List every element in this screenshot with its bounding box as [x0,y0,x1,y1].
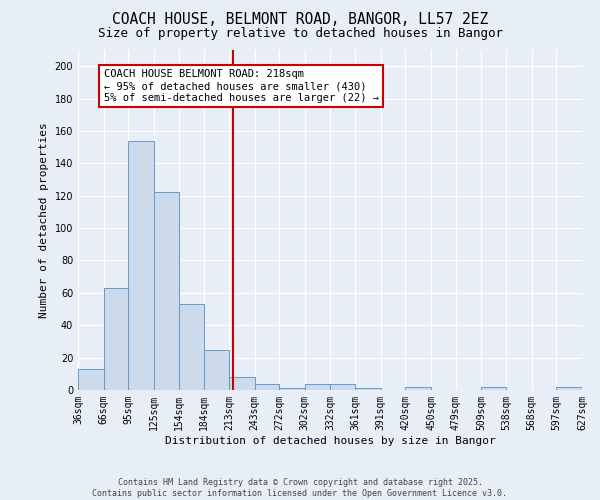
Bar [229,377,254,390]
Bar [481,387,506,390]
Bar [204,350,229,390]
Text: COACH HOUSE, BELMONT ROAD, BANGOR, LL57 2EZ: COACH HOUSE, BELMONT ROAD, BANGOR, LL57 … [112,12,488,28]
Bar [104,288,128,390]
Text: COACH HOUSE BELMONT ROAD: 218sqm
← 95% of detached houses are smaller (430)
5% o: COACH HOUSE BELMONT ROAD: 218sqm ← 95% o… [104,70,379,102]
X-axis label: Distribution of detached houses by size in Bangor: Distribution of detached houses by size … [164,436,496,446]
Bar [556,387,582,390]
Bar [128,140,154,390]
Text: Contains HM Land Registry data © Crown copyright and database right 2025.
Contai: Contains HM Land Registry data © Crown c… [92,478,508,498]
Bar [279,388,305,390]
Text: Size of property relative to detached houses in Bangor: Size of property relative to detached ho… [97,28,503,40]
Bar [331,384,355,390]
Bar [254,384,279,390]
Bar [406,387,431,390]
Bar [355,388,381,390]
Bar [78,369,104,390]
Y-axis label: Number of detached properties: Number of detached properties [39,122,49,318]
Bar [305,384,331,390]
Bar [154,192,179,390]
Bar [179,304,204,390]
